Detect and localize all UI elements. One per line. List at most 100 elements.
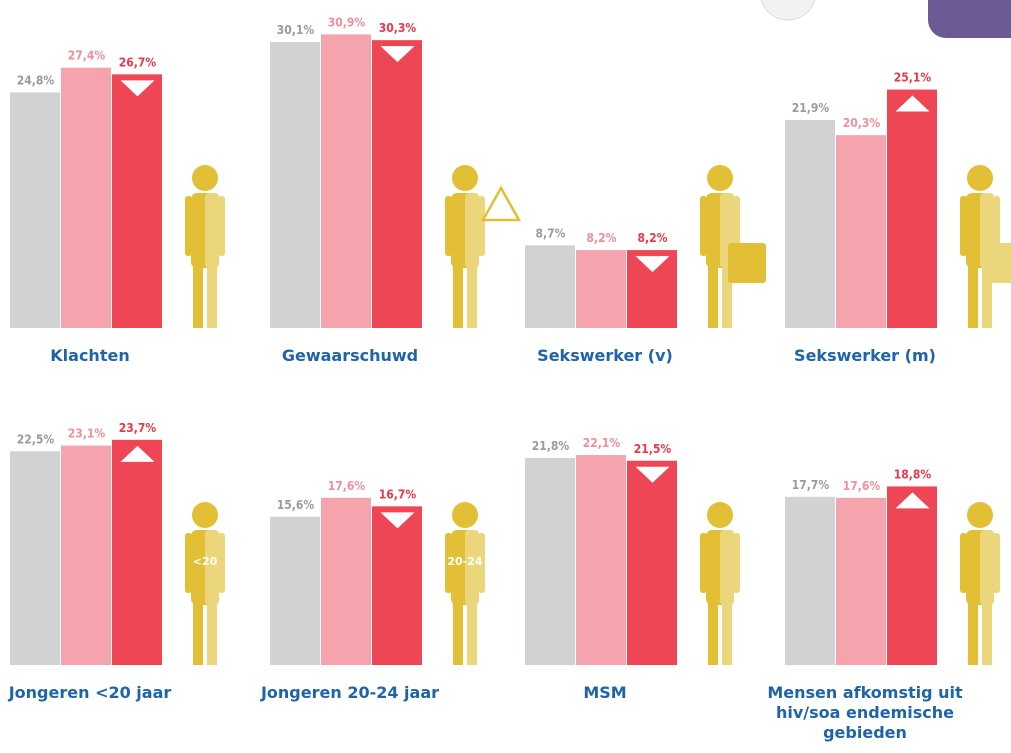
bar [785, 497, 835, 665]
value-label: 21,8% [532, 439, 570, 453]
icon [960, 533, 967, 593]
icon [465, 193, 479, 268]
icon [968, 266, 978, 328]
icon [968, 603, 978, 665]
icon [192, 502, 218, 528]
bar [372, 40, 422, 328]
icon [967, 502, 993, 528]
icon [967, 165, 993, 191]
icon [218, 196, 225, 256]
value-label: 30,1% [277, 23, 315, 37]
bar [576, 455, 626, 665]
icon [467, 266, 477, 328]
icon [453, 266, 463, 328]
icon [452, 165, 478, 191]
bar [112, 74, 162, 328]
icon [478, 196, 485, 256]
icon [722, 603, 732, 665]
bar [270, 517, 320, 665]
icon [453, 603, 463, 665]
decoration [928, 0, 1011, 38]
chart-title: Gewaarschuwd [240, 346, 460, 366]
icon [185, 533, 192, 593]
value-label: 17,6% [328, 479, 366, 493]
value-label: 24,8% [17, 73, 55, 87]
bar [10, 92, 60, 328]
bar [112, 440, 162, 665]
value-label: 17,6% [843, 479, 881, 493]
bar [61, 68, 111, 328]
value-label: 8,7% [536, 226, 566, 240]
chart-title: Sekswerker (v) [495, 346, 715, 366]
bar [321, 34, 371, 328]
icon [988, 243, 1011, 283]
value-label: 26,7% [119, 55, 157, 69]
bar [321, 498, 371, 665]
value-label: 27,4% [68, 49, 106, 63]
icon [707, 502, 733, 528]
icon [452, 502, 478, 528]
icon [192, 165, 218, 191]
value-label: 30,9% [328, 15, 366, 29]
value-label: 22,5% [17, 432, 55, 446]
icon [707, 165, 733, 191]
chart: 24,8% 27,4% 26,7% 30,1% 30,9% 30,3% 8,7% 8,2% 8,… [0, 0, 1011, 753]
icon [205, 193, 219, 268]
icon [218, 533, 225, 593]
value-label: 18,8% [894, 467, 932, 481]
value-label: 21,5% [634, 442, 672, 456]
chart-title: Jongeren 20-24 jaar [240, 683, 460, 703]
bar [887, 90, 937, 328]
icon [708, 603, 718, 665]
value-label: 8,2% [587, 231, 617, 245]
bar [61, 446, 111, 665]
icon [467, 603, 477, 665]
value-label: 17,7% [792, 478, 830, 492]
icon [980, 530, 994, 605]
chart-title: Jongeren <20 jaar [0, 683, 200, 703]
icon [993, 533, 1000, 593]
chart-title: Sekswerker (m) [755, 346, 975, 366]
value-label: 16,7% [379, 487, 417, 501]
icon [700, 533, 707, 593]
bar [270, 42, 320, 328]
bar [10, 451, 60, 665]
icon [708, 266, 718, 328]
value-label: 8,2% [638, 231, 668, 245]
icon [720, 530, 734, 605]
bar [576, 250, 626, 328]
icon [960, 196, 967, 256]
chart-title: Mensen afkomstig uit hiv/soa endemische … [755, 683, 975, 743]
value-label: 15,6% [277, 498, 315, 512]
icon [445, 196, 452, 256]
bar [785, 120, 835, 328]
icon [700, 196, 707, 256]
decoration [760, 0, 816, 20]
value-label: 23,1% [68, 427, 106, 441]
infographic: 24,8% 27,4% 26,7% 30,1% 30,9% 30,3% 8,7% 8,2% 8,… [0, 0, 1011, 753]
value-label: 22,1% [583, 436, 621, 450]
bar [525, 458, 575, 665]
chart-title: MSM [495, 683, 715, 703]
icon [193, 266, 203, 328]
icon [193, 603, 203, 665]
icon [207, 266, 217, 328]
icon [207, 603, 217, 665]
bar [836, 135, 886, 328]
icon-label: <20 [193, 555, 218, 568]
value-label: 23,7% [119, 421, 157, 435]
bar [836, 498, 886, 665]
value-label: 30,3% [379, 21, 417, 35]
value-label: 25,1% [894, 71, 932, 85]
icon [728, 243, 766, 283]
bar [887, 486, 937, 665]
bar [372, 506, 422, 665]
chart-title: Klachten [0, 346, 200, 366]
bar [525, 245, 575, 328]
bar [627, 461, 677, 665]
value-label: 20,3% [843, 116, 881, 130]
icon [982, 603, 992, 665]
icon-label: 20-24 [447, 555, 483, 568]
icon [733, 533, 740, 593]
icon [185, 196, 192, 256]
